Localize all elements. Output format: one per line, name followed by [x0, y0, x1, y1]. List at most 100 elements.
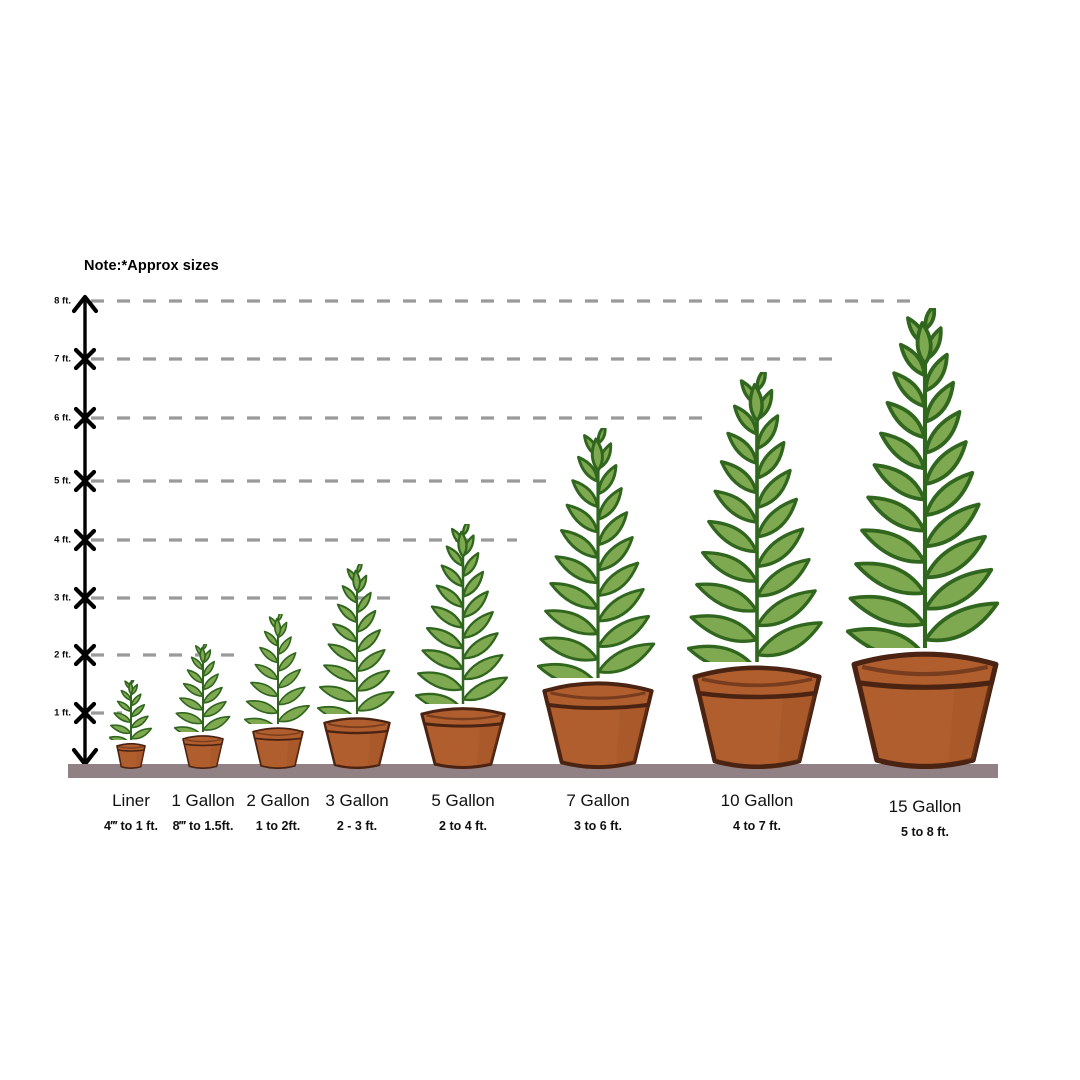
pot-shading [367, 731, 388, 767]
leaf-left [178, 697, 204, 711]
pot-wrap [323, 717, 391, 774]
plant-5-gallon[interactable] [414, 519, 511, 774]
axis-tick-label-3ft: 3 ft. [54, 592, 71, 604]
pot [323, 717, 391, 770]
axis-tick-label-2ft: 2 ft. [54, 649, 71, 661]
category-label-15-gallon: 15 Gallon 5 to 8 ft. [889, 797, 962, 839]
pot [420, 707, 506, 770]
leaf-right [597, 614, 651, 648]
pot [116, 742, 146, 769]
leaf-right [462, 653, 504, 681]
pot-soil-line [550, 691, 646, 700]
leaf-left [186, 669, 204, 684]
leaf-right [597, 511, 629, 547]
leaf-left [544, 609, 599, 636]
leaf-left [898, 342, 927, 377]
leaf-left [854, 561, 927, 596]
leaf-left [848, 594, 927, 628]
leaf-right [202, 686, 223, 704]
axis-tick-label-7ft: 7 ft. [54, 353, 71, 365]
plant-15-gallon[interactable] [845, 303, 1004, 774]
leaf-left [263, 630, 279, 647]
plant-liner[interactable] [108, 676, 153, 774]
pot-body [696, 690, 818, 770]
category-label-3-gallon: 3 Gallon 2 - 3 ft. [325, 791, 388, 833]
leaf-right [356, 609, 377, 633]
leaf-right [202, 660, 216, 677]
foliage-wrap [243, 610, 312, 732]
leaf-right [923, 380, 956, 424]
leaf-apex [128, 681, 134, 695]
plant-1-gallon[interactable] [173, 640, 232, 774]
leaf-left [440, 564, 464, 588]
plant-3-gallon[interactable] [316, 560, 397, 774]
leaf-right [130, 703, 146, 718]
pot-rim [542, 681, 654, 711]
category-height-range: 4 to 7 ft. [733, 818, 781, 833]
pot-wrap [542, 681, 654, 774]
pot-body [545, 702, 651, 769]
leaf-right [597, 587, 645, 623]
leaf-right [597, 464, 618, 496]
leaf-right [462, 590, 489, 619]
foliage [243, 610, 310, 732]
leaf-apex [457, 530, 468, 558]
pot-rim [420, 707, 506, 728]
leaf-left [108, 735, 132, 746]
leaf-right [923, 352, 949, 393]
leaf-right [277, 668, 302, 689]
leaf-left [571, 479, 599, 509]
category-label-7-gallon: 7 Gallon 3 to 6 ft. [566, 791, 629, 833]
plant-7-gallon[interactable] [536, 424, 659, 774]
leaf-left [539, 636, 599, 662]
leaf-right [130, 727, 153, 740]
pot-rim [323, 717, 391, 735]
leaf-right [756, 527, 805, 568]
plant-2-gallon[interactable] [243, 610, 312, 774]
leaf-apex [199, 646, 206, 664]
category-title: 1 Gallon [171, 791, 235, 810]
leaf-left [259, 646, 279, 664]
pot-wrap [420, 707, 506, 774]
pot-wrap [851, 651, 999, 774]
leaf-left [182, 682, 204, 698]
leaf-right [756, 621, 823, 658]
pot-body [183, 743, 223, 770]
leaf-left [341, 585, 358, 604]
category-title: 10 Gallon [720, 791, 794, 810]
leaf-left [713, 489, 758, 524]
leaf-right [756, 468, 792, 510]
leaf-layer [845, 303, 1000, 660]
leaf-right [277, 652, 297, 672]
plant-10-gallon[interactable] [686, 367, 827, 774]
leaf-right [597, 642, 656, 674]
leaf-left [885, 400, 927, 440]
leaf-left [190, 656, 204, 671]
leaf-left [554, 555, 599, 585]
pot-body [855, 679, 995, 770]
leaf-left [892, 371, 927, 409]
category-label-5-gallon: 5 Gallon 2 to 4 ft. [431, 791, 494, 833]
leaf-right [277, 704, 310, 723]
pot-shading [476, 724, 502, 766]
pot-soil-line [255, 731, 301, 736]
foliage [686, 367, 823, 674]
leaf-right [462, 570, 485, 598]
leaf-right [130, 715, 149, 729]
pot-soil-line [861, 664, 989, 677]
leaf-left [116, 700, 132, 712]
foliage-wrap [108, 676, 153, 746]
foliage [414, 519, 509, 713]
leaf-left [565, 503, 599, 534]
pot-soil-line [185, 738, 221, 743]
leaf-left [577, 455, 599, 483]
category-label-10-gallon: 10 Gallon 4 to 7 ft. [720, 791, 794, 833]
category-title: 2 Gallon [246, 791, 310, 810]
leaf-layer [173, 640, 231, 739]
leaf-apex [748, 383, 764, 423]
leaf-left [560, 529, 599, 559]
pot-soil-line [701, 677, 813, 688]
leaf-left [421, 649, 464, 671]
leaf-left [435, 584, 464, 609]
